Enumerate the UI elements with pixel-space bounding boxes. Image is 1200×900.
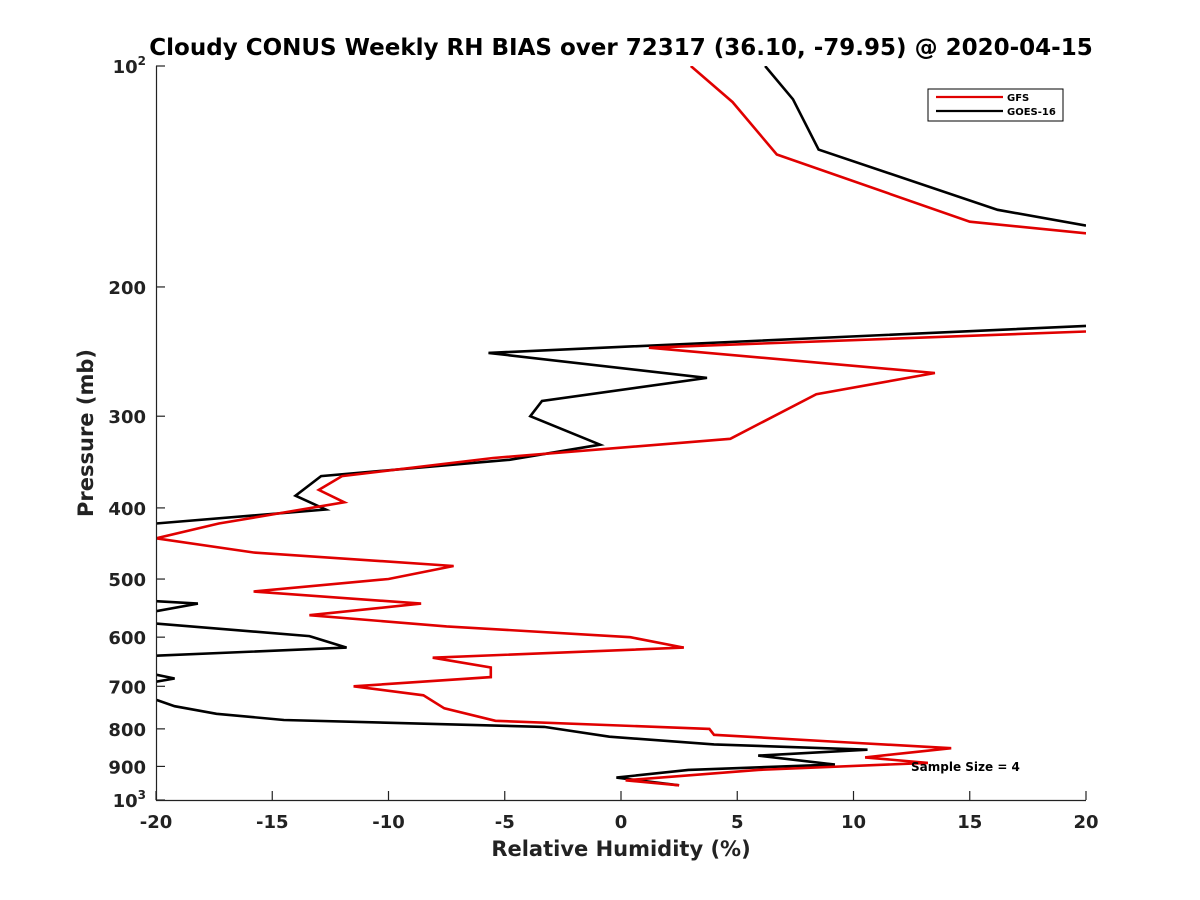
chart-title: Cloudy CONUS Weekly RH BIAS over 72317 (… [149, 35, 1092, 61]
x-axis-label: Relative Humidity (%) [491, 837, 750, 861]
y-axis-ticks: 102 200 300 400 500 600 700 800 900 103 [108, 54, 165, 812]
legend-label-gfs: GFS [1007, 93, 1029, 104]
y-tick-label: 500 [108, 570, 146, 591]
legend-label-goes16: GOES-16 [1007, 107, 1056, 118]
x-tick-label: -5 [495, 812, 515, 833]
y-tick-label: 200 [108, 278, 146, 299]
y-tick-label: 103 [113, 788, 146, 812]
legend: GFS GOES-16 [927, 88, 1064, 122]
x-tick-label: 0 [615, 812, 628, 833]
plot-area [155, 66, 1086, 802]
x-tick-label: 10 [841, 812, 866, 833]
x-tick-label: 20 [1073, 812, 1098, 833]
series-layer [156, 66, 1086, 787]
sample-size-annotation: Sample Size = 4 [911, 760, 1020, 774]
x-axis-ticks: -20 -15 -10 -5 0 5 10 15 20 [140, 791, 1099, 833]
y-tick-label: 400 [108, 499, 146, 520]
x-tick-label: 5 [731, 812, 744, 833]
y-tick-label: 900 [108, 757, 146, 778]
x-tick-label: -15 [256, 812, 289, 833]
x-tick-label: -10 [372, 812, 405, 833]
y-tick-label: 300 [108, 407, 146, 428]
legend-box [927, 88, 1064, 122]
y-tick-label: 800 [108, 720, 146, 741]
x-tick-label: -20 [140, 812, 173, 833]
x-tick-label: 15 [957, 812, 982, 833]
y-tick-label: 700 [108, 677, 146, 698]
y-axis-label: Pressure (mb) [74, 349, 98, 517]
y-tick-label: 600 [108, 628, 146, 649]
y-tick-label: 102 [113, 54, 146, 78]
series-line-goes16 [156, 66, 1086, 787]
series-line-gfs [156, 66, 1086, 787]
